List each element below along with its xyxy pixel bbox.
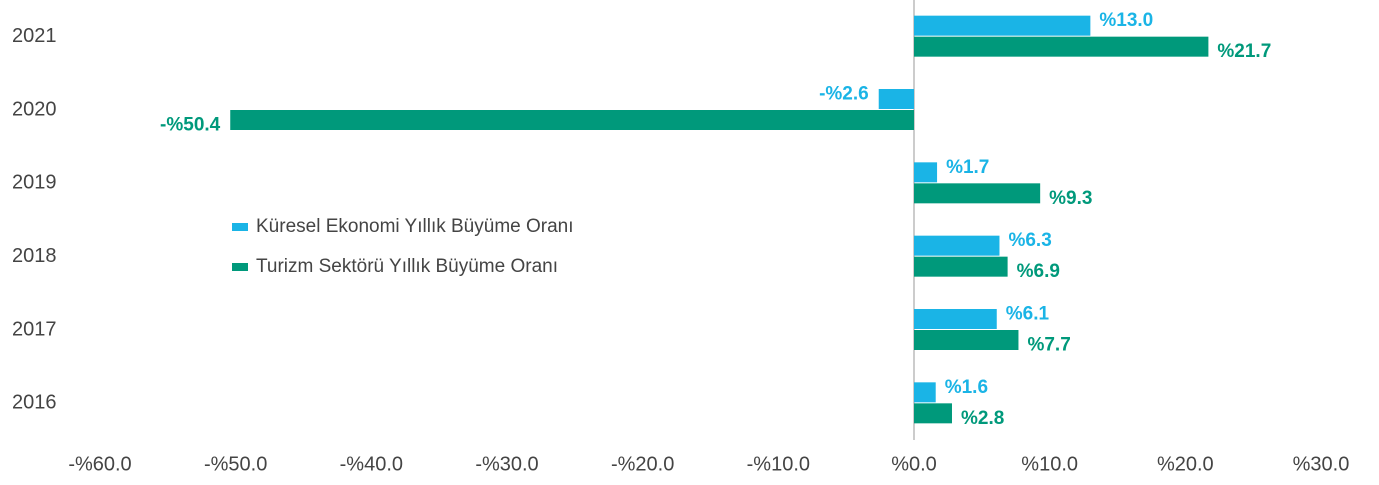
legend-label: Turizm Sektörü Yıllık Büyüme Oranı [256, 256, 558, 277]
value-label: %13.0 [1099, 10, 1153, 31]
value-label: %1.7 [946, 157, 989, 178]
value-label: %6.9 [1017, 261, 1060, 282]
bar [878, 89, 914, 109]
x-tick-label: -%60.0 [68, 453, 131, 475]
x-tick-label: -%20.0 [611, 453, 674, 475]
bar [914, 235, 1000, 256]
y-tick-label: 2020 [12, 98, 57, 120]
bar [914, 403, 952, 424]
value-label: %7.7 [1027, 335, 1070, 356]
x-tick-label: -%10.0 [747, 453, 810, 475]
bar [914, 382, 936, 403]
value-label: -%50.4 [160, 115, 221, 136]
x-tick-label: %30.0 [1293, 453, 1350, 475]
y-tick-label: 2018 [12, 245, 57, 267]
y-tick-label: 2021 [12, 25, 57, 47]
y-tick-label: 2017 [12, 318, 57, 340]
bar [914, 309, 997, 329]
value-label: %6.3 [1008, 230, 1051, 251]
x-tick-label: -%30.0 [475, 453, 538, 475]
y-tick-label: 2016 [12, 392, 57, 414]
value-label: %1.6 [945, 377, 988, 398]
x-tick-label: %20.0 [1157, 453, 1214, 475]
bar [914, 15, 1091, 36]
bar [914, 36, 1209, 57]
value-label: %9.3 [1049, 188, 1092, 209]
bar [914, 256, 1008, 277]
value-label: %6.1 [1006, 304, 1050, 325]
value-label: %21.7 [1217, 41, 1271, 62]
x-tick-label: %10.0 [1021, 453, 1078, 475]
legend-swatch [232, 223, 248, 231]
bar [914, 330, 1019, 350]
legend-label: Küresel Ekonomi Yıllık Büyüme Oranı [256, 216, 574, 237]
y-tick-label: 2019 [12, 172, 57, 194]
value-label: -%2.6 [819, 84, 869, 105]
x-tick-label: %0.0 [891, 453, 937, 475]
bar [230, 110, 915, 130]
x-tick-label: -%50.0 [204, 453, 267, 475]
bar [914, 183, 1041, 204]
x-tick-label: -%40.0 [340, 453, 403, 475]
bar [914, 162, 938, 183]
value-label: %2.8 [961, 408, 1004, 429]
legend-swatch [232, 263, 248, 271]
